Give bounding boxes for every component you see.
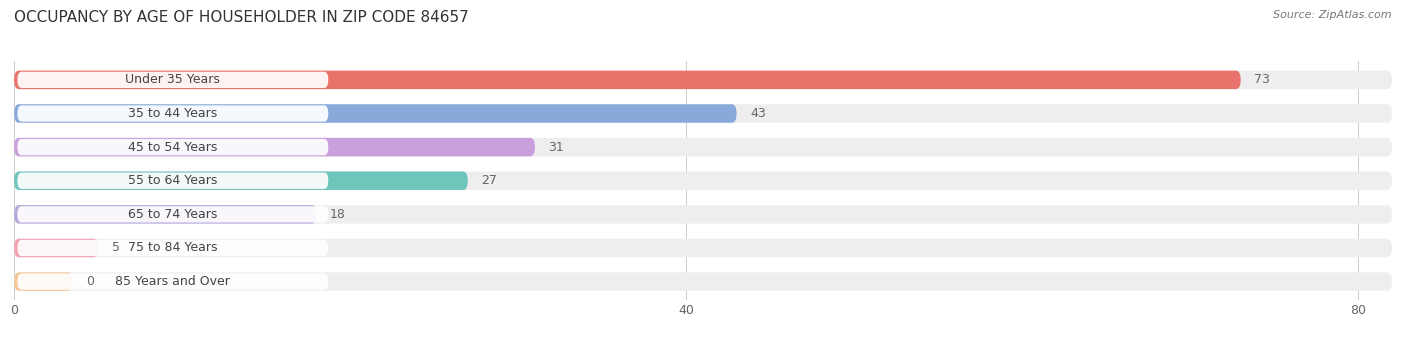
FancyBboxPatch shape: [14, 104, 1392, 123]
Text: 45 to 54 Years: 45 to 54 Years: [128, 140, 218, 153]
FancyBboxPatch shape: [17, 105, 328, 122]
FancyBboxPatch shape: [17, 206, 328, 222]
Text: 65 to 74 Years: 65 to 74 Years: [128, 208, 218, 221]
Text: 5: 5: [111, 241, 120, 254]
FancyBboxPatch shape: [14, 272, 1392, 291]
FancyBboxPatch shape: [14, 172, 468, 190]
FancyBboxPatch shape: [17, 240, 328, 256]
Text: 0: 0: [86, 275, 94, 288]
Text: 73: 73: [1254, 73, 1270, 86]
FancyBboxPatch shape: [14, 71, 1240, 89]
FancyBboxPatch shape: [17, 139, 328, 155]
Text: Under 35 Years: Under 35 Years: [125, 73, 221, 86]
FancyBboxPatch shape: [14, 239, 98, 257]
Text: 27: 27: [481, 174, 498, 187]
Text: 18: 18: [330, 208, 346, 221]
FancyBboxPatch shape: [14, 71, 1392, 89]
FancyBboxPatch shape: [14, 205, 1392, 224]
FancyBboxPatch shape: [14, 205, 316, 224]
Text: 35 to 44 Years: 35 to 44 Years: [128, 107, 218, 120]
FancyBboxPatch shape: [14, 172, 1392, 190]
FancyBboxPatch shape: [14, 138, 1392, 157]
FancyBboxPatch shape: [17, 173, 328, 189]
Text: 85 Years and Over: 85 Years and Over: [115, 275, 231, 288]
FancyBboxPatch shape: [14, 239, 1392, 257]
Text: Source: ZipAtlas.com: Source: ZipAtlas.com: [1274, 10, 1392, 20]
Text: 43: 43: [749, 107, 766, 120]
Text: 75 to 84 Years: 75 to 84 Years: [128, 241, 218, 254]
Text: 31: 31: [548, 140, 564, 153]
FancyBboxPatch shape: [14, 104, 737, 123]
FancyBboxPatch shape: [17, 72, 328, 88]
Text: OCCUPANCY BY AGE OF HOUSEHOLDER IN ZIP CODE 84657: OCCUPANCY BY AGE OF HOUSEHOLDER IN ZIP C…: [14, 10, 468, 25]
FancyBboxPatch shape: [17, 273, 328, 290]
FancyBboxPatch shape: [14, 272, 73, 291]
FancyBboxPatch shape: [14, 138, 534, 157]
Text: 55 to 64 Years: 55 to 64 Years: [128, 174, 218, 187]
